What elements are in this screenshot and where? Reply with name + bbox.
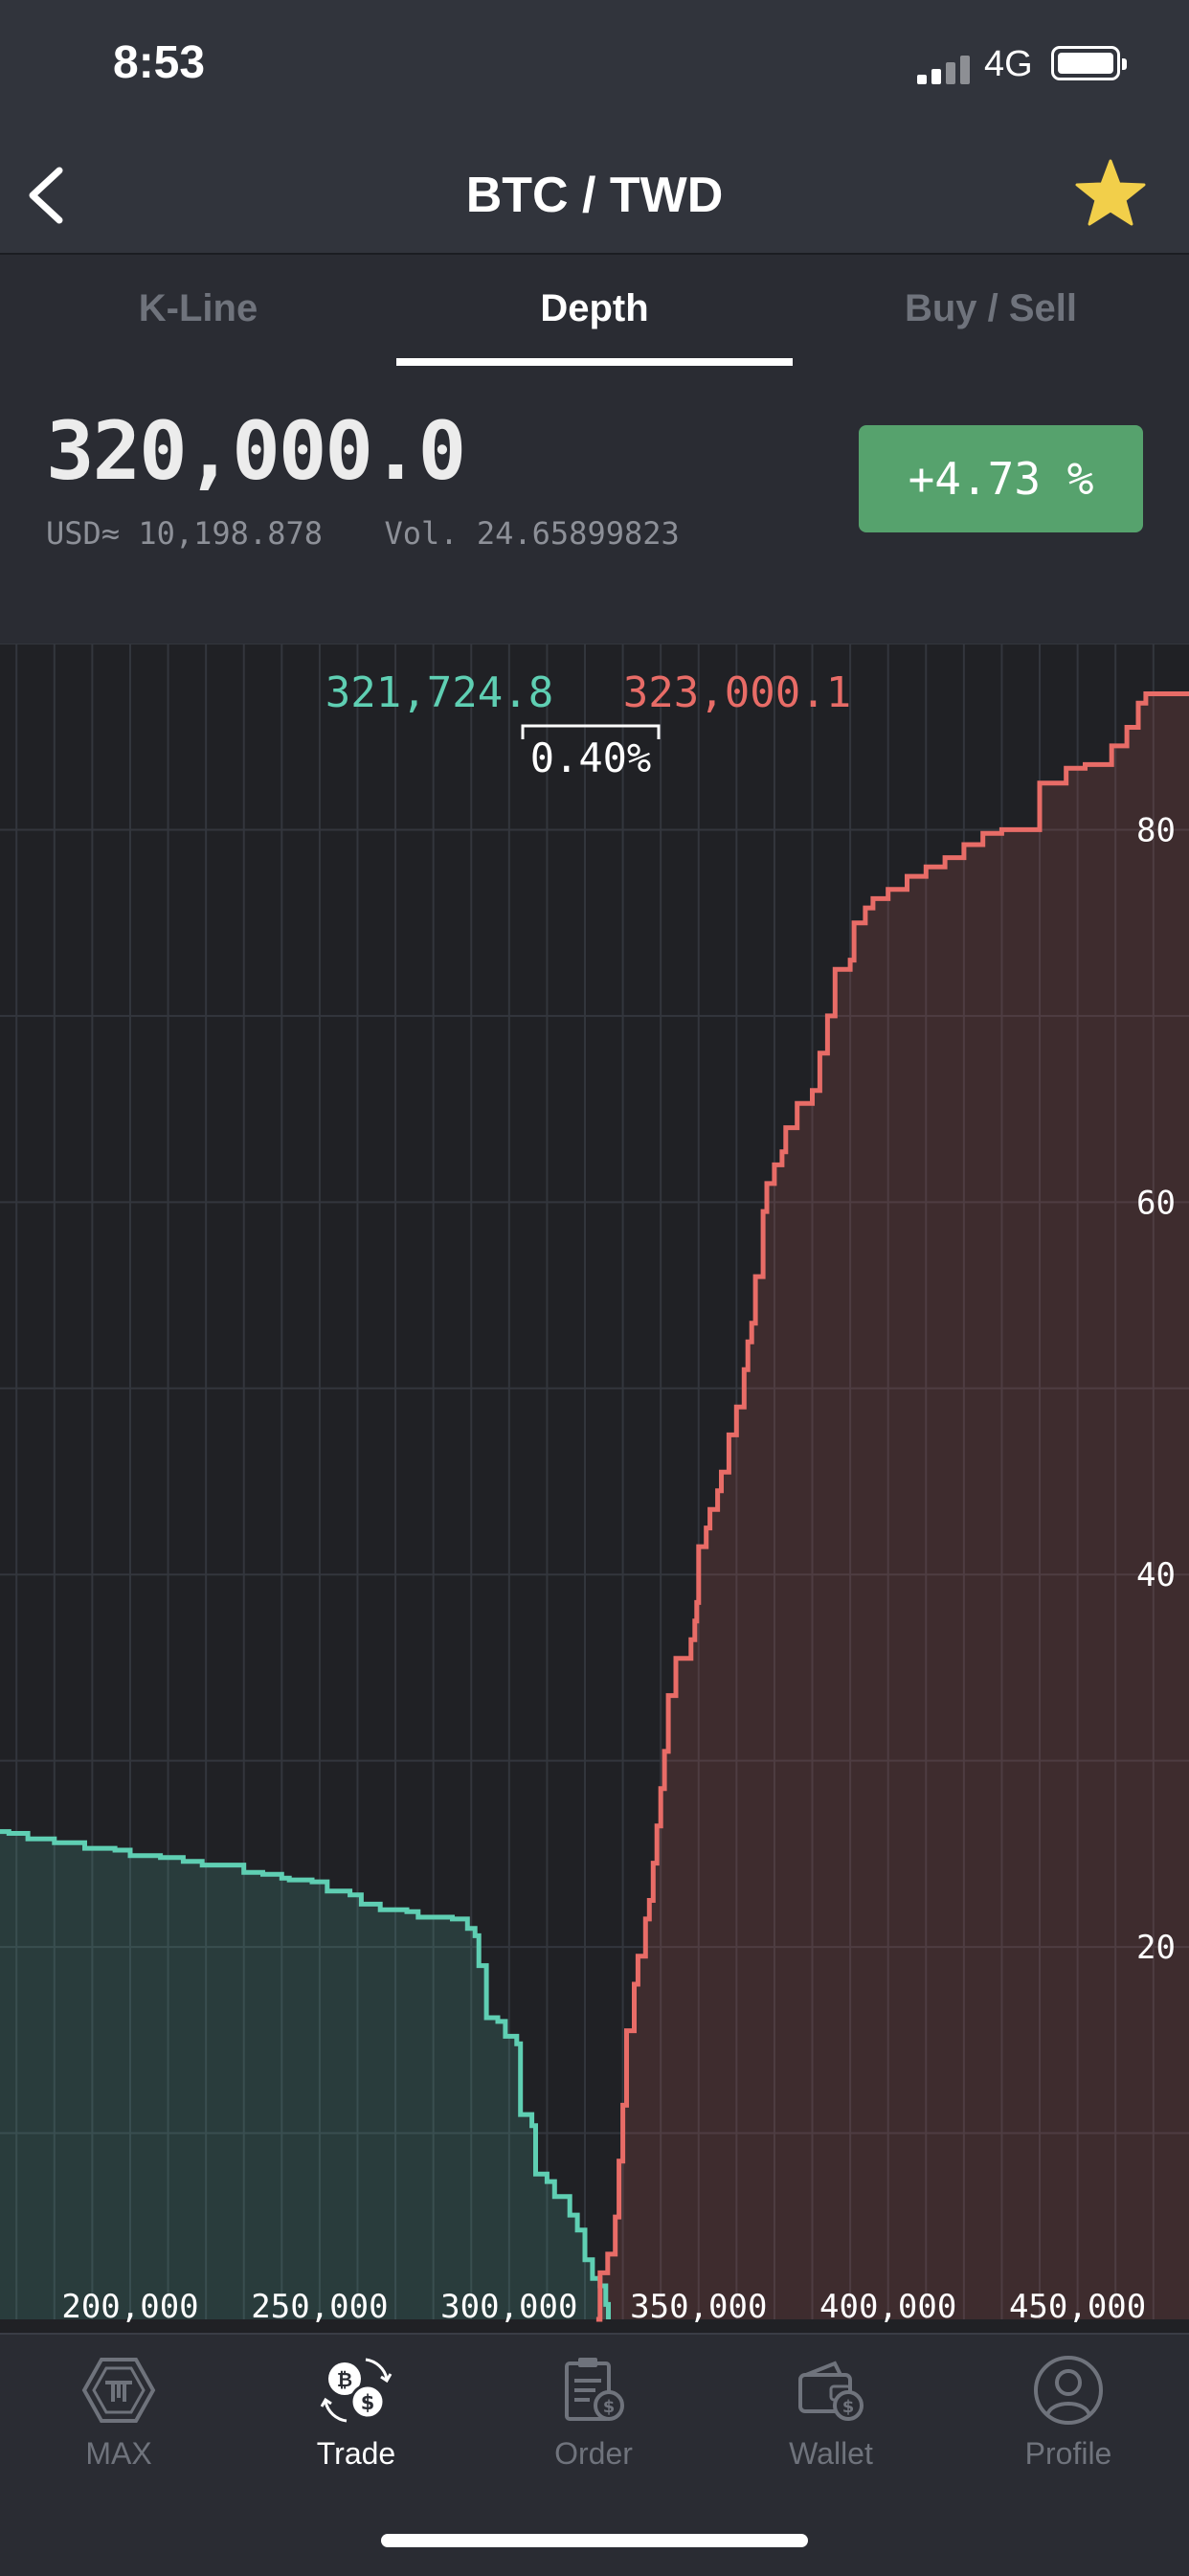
battery-icon [1051, 46, 1127, 80]
nav-label-wallet: Wallet [789, 2436, 873, 2471]
nav-tab-order[interactable]: $ Order [475, 2352, 712, 2486]
x-axis-labels: 200,000 250,000 300,000 350,000 400,000 450,0… [61, 2288, 1146, 2326]
spread-percent-label: 0.40% [530, 734, 651, 781]
x-tick-label: 300,000 [440, 2288, 577, 2326]
nav-label-order: Order [554, 2436, 633, 2471]
chart-grid [0, 644, 1189, 2319]
signal-strength-icon [917, 56, 971, 84]
page-title: BTC / TWD [465, 168, 724, 223]
star-icon [1075, 159, 1146, 226]
bid-depth-area [0, 1831, 609, 2319]
volume-label: Vol. [384, 515, 459, 552]
tab-bar: K-Line Depth Buy / Sell [0, 255, 1189, 368]
bid-depth-line [0, 1829, 611, 2319]
nav-tab-wallet[interactable]: $ Wallet [712, 2352, 950, 2486]
trade-coins-icon: ₿ $ [320, 2358, 393, 2423]
status-bar: 8:53 4G [0, 0, 1189, 134]
svg-text:$: $ [842, 2397, 855, 2417]
chevron-left-icon [29, 167, 63, 224]
tab-k-line[interactable]: K-Line [138, 287, 258, 329]
svg-text:$: $ [603, 2397, 616, 2417]
active-tab-indicator [396, 358, 793, 368]
nav-label-trade: Trade [316, 2436, 396, 2471]
y-tick-label: 80 [1136, 811, 1176, 849]
x-tick-label: 450,000 [1009, 2288, 1146, 2326]
volume-value: 24.65899823 [476, 515, 680, 552]
nav-label-max: MAX [85, 2436, 152, 2471]
nav-bar: BTC / TWD [0, 134, 1189, 255]
svg-text:$: $ [361, 2391, 375, 2414]
max-logo-icon [81, 2358, 156, 2423]
home-indicator [381, 2534, 808, 2547]
favorite-button[interactable] [1072, 155, 1149, 232]
price-subinfo: USD≈ 10,198.878 Vol. 24.65899823 [46, 515, 680, 552]
spread-bracket [521, 724, 661, 739]
nav-tab-profile[interactable]: Profile [950, 2352, 1187, 2486]
nav-tab-max[interactable]: MAX [0, 2352, 237, 2486]
x-tick-label: 250,000 [251, 2288, 388, 2326]
order-clipboard-icon: $ [565, 2358, 624, 2421]
y-tick-label: 60 [1136, 1184, 1176, 1222]
back-button[interactable] [19, 153, 96, 234]
y-tick-label: 40 [1136, 1556, 1176, 1594]
profile-icon [1034, 2356, 1103, 2425]
change-percent-badge: +4.73 % [859, 425, 1143, 532]
x-tick-label: 400,000 [819, 2288, 956, 2326]
x-tick-label: 200,000 [61, 2288, 198, 2326]
depth-chart-svg[interactable]: 20 40 60 80 200,000 250,000 300,000 350,000 400… [0, 644, 1189, 2333]
best-bid-label: 321,724.8 [325, 668, 553, 717]
wallet-icon: $ [798, 2361, 864, 2421]
usd-label: USD≈ [46, 515, 121, 552]
y-tick-label: 20 [1136, 1929, 1176, 1967]
tab-buy-sell[interactable]: Buy / Sell [904, 287, 1078, 329]
last-price: 320,000.0 [46, 404, 466, 498]
ask-depth-area [595, 693, 1189, 2319]
tab-depth[interactable]: Depth [540, 287, 649, 329]
best-ask-label: 323,000.1 [623, 668, 851, 717]
ask-depth-line [595, 691, 1189, 2322]
status-time: 8:53 [113, 37, 206, 88]
usd-value: 10,198.878 [138, 515, 323, 552]
nav-label-profile: Profile [1024, 2436, 1112, 2471]
ticker-panel: 320,000.0 USD≈ 10,198.878 Vol. 24.658998… [0, 366, 1189, 644]
network-type: 4G [984, 44, 1033, 84]
nav-tab-trade[interactable]: ₿ $ Trade [237, 2352, 475, 2486]
y-axis-labels: 20 40 60 80 [1136, 811, 1176, 1967]
svg-text:₿: ₿ [337, 2368, 352, 2391]
x-tick-label: 350,000 [630, 2288, 767, 2326]
depth-chart[interactable]: 20 40 60 80 200,000 250,000 300,000 350,000 400… [0, 644, 1189, 2333]
